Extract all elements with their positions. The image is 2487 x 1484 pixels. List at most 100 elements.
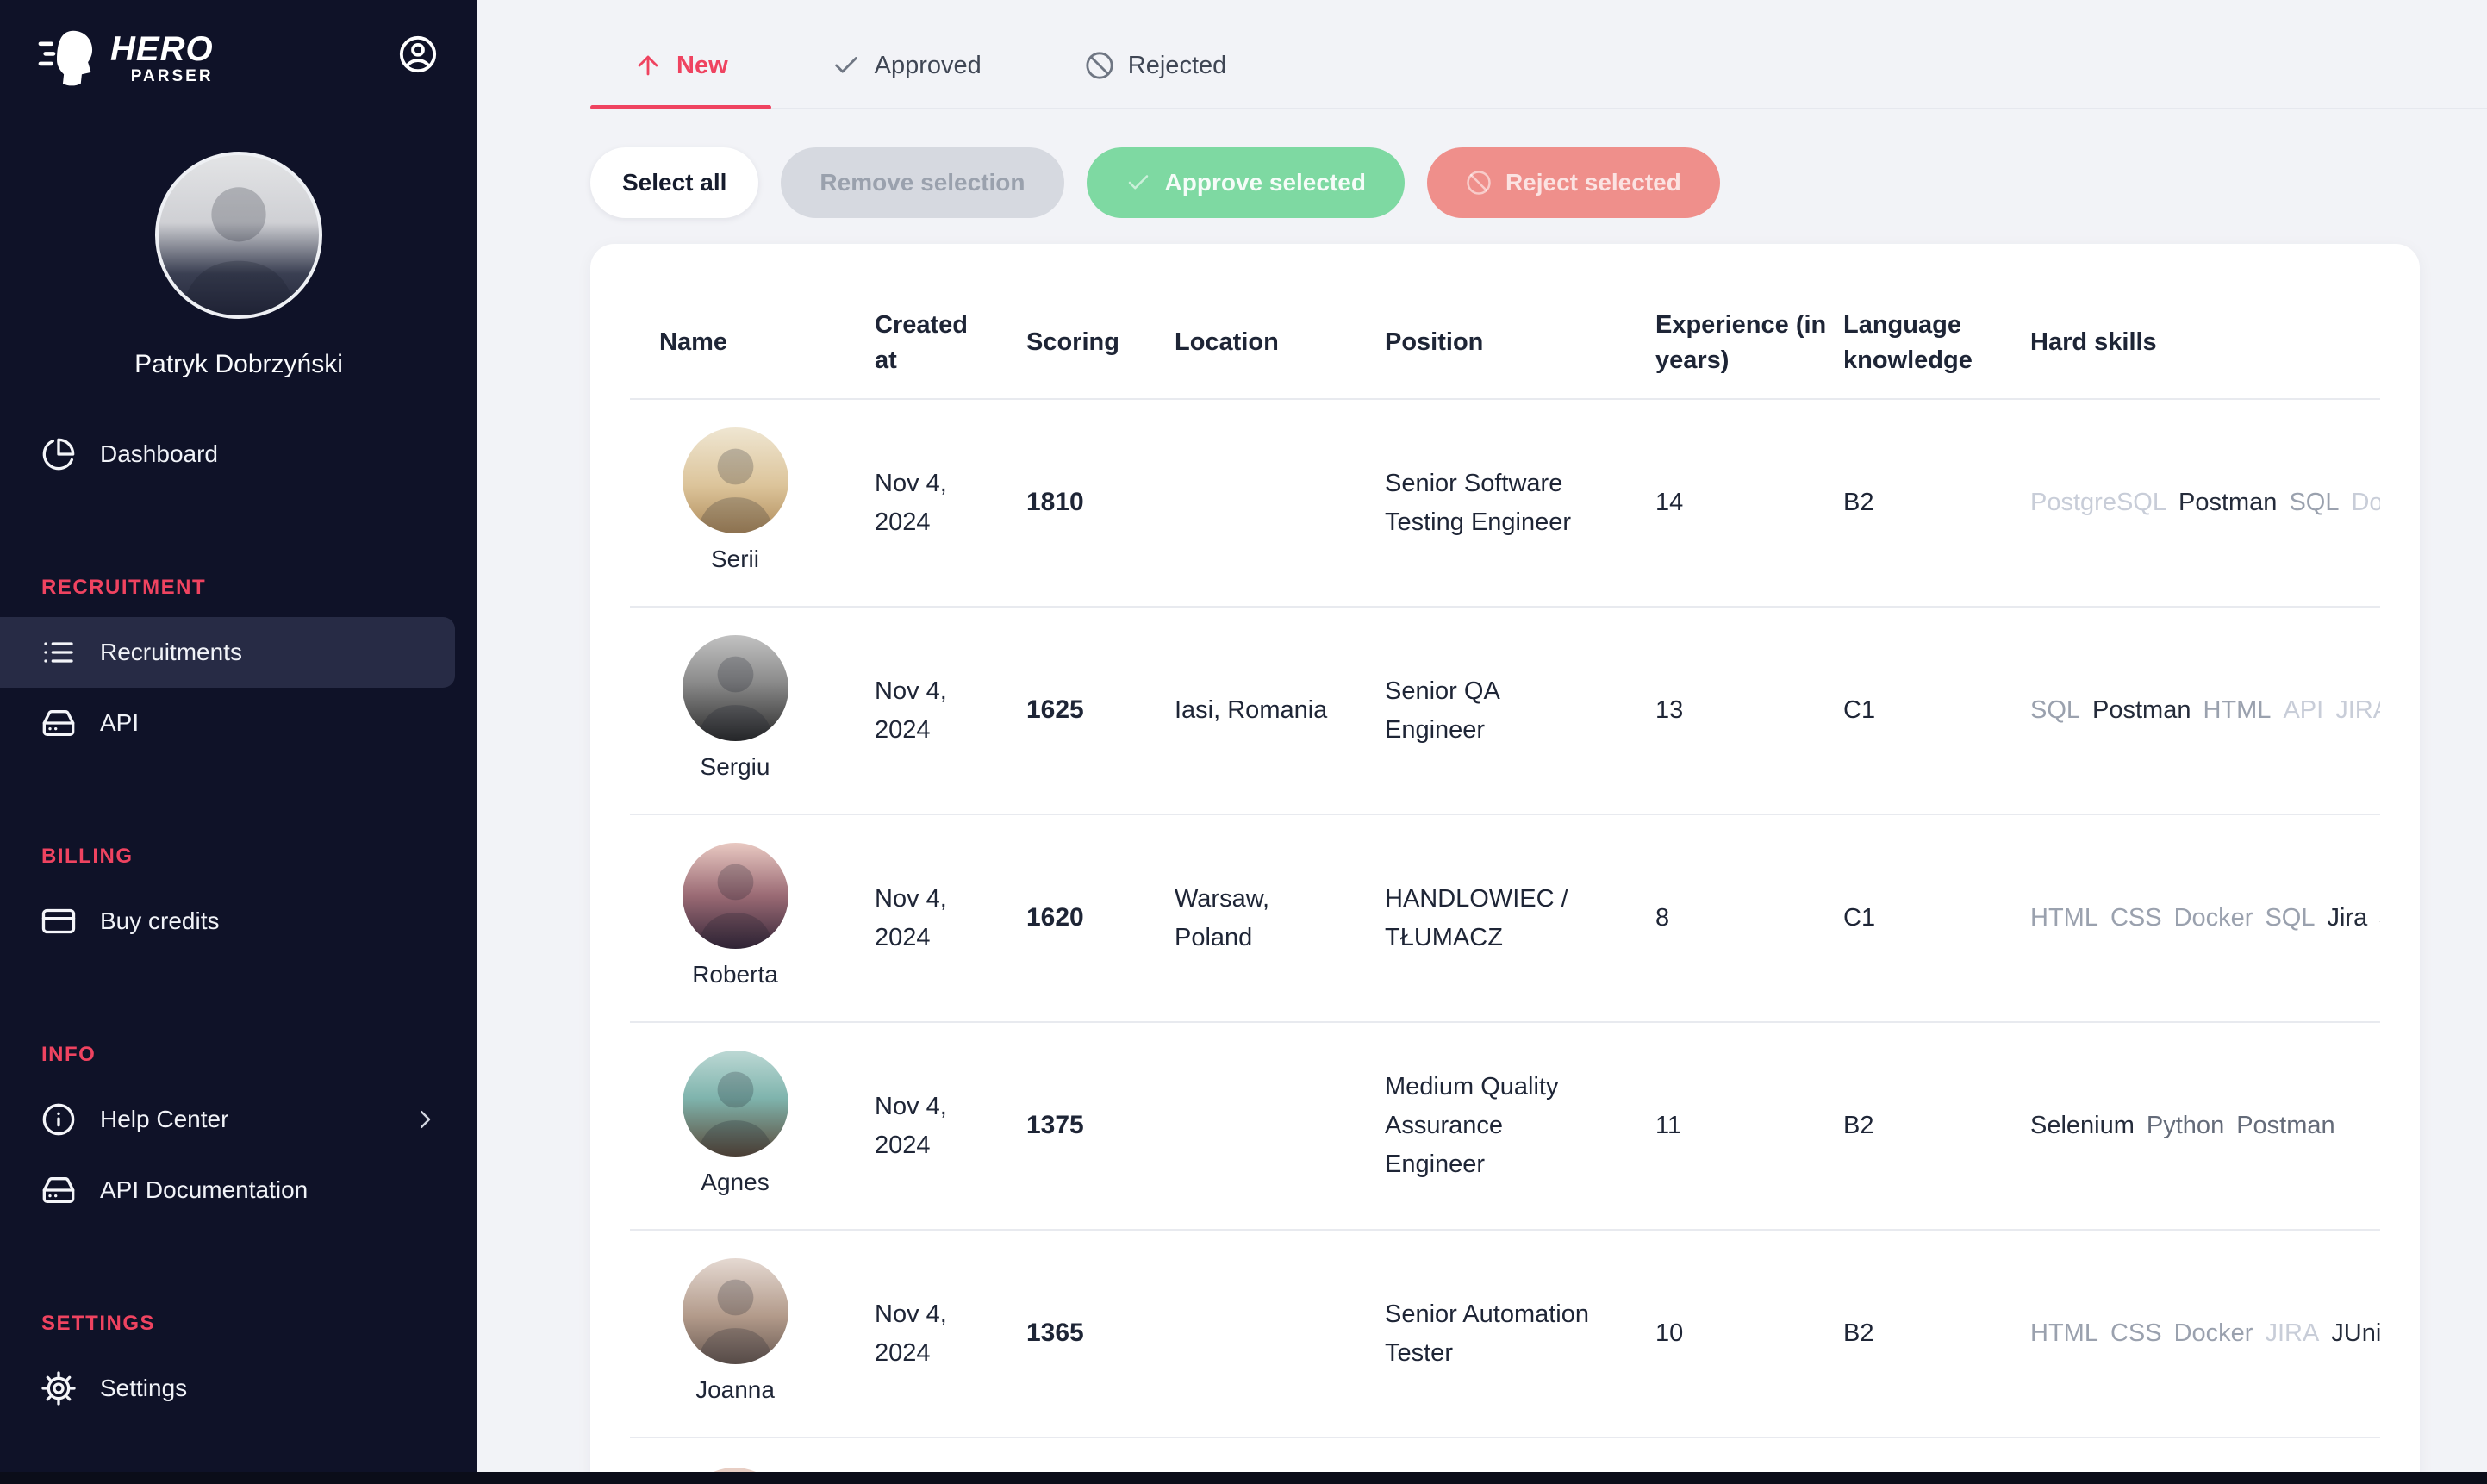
- reject-selected-button[interactable]: Reject selected: [1426, 147, 1720, 218]
- user-name: Patryk Dobrzyński: [134, 350, 343, 378]
- list-icon: [41, 635, 76, 670]
- created-at-cell: Nov 4, 2024: [875, 1092, 947, 1159]
- sidebar-item-label: Recruitments: [100, 639, 242, 665]
- column-header-created-at: Created at: [875, 310, 968, 374]
- hard-drive-icon: [41, 1173, 76, 1207]
- tabs-bar: New Approved Rejected: [590, 0, 2487, 109]
- blocked-icon: [1466, 170, 1492, 196]
- profile: Patryk Dobrzyński: [0, 152, 477, 379]
- table-row-joanna[interactable]: Joanna Nov 4, 2024 1365 Senior Automation T…: [630, 1231, 2380, 1438]
- column-header-language-knowledge: Language knowledge: [1843, 310, 1973, 374]
- sidebar-item-dashboard[interactable]: Dashboard: [0, 419, 477, 489]
- column-header-experience-in-years: Experience (in years): [1655, 310, 1827, 374]
- candidate-name: Agnes: [701, 1169, 770, 1196]
- select-all-button[interactable]: Select all: [590, 147, 759, 218]
- column-header-hard-skills: Hard skills: [2030, 328, 2157, 357]
- blocked-icon: [1085, 51, 1114, 80]
- sidebar-item-label: API Documentation: [100, 1176, 309, 1203]
- candidate-name: Sergiu: [700, 753, 770, 781]
- skill-tag: CSS: [2110, 1319, 2162, 1348]
- table-row-roberta[interactable]: Roberta Nov 4, 2024 1620 Warsaw, Poland HAND…: [630, 815, 2380, 1023]
- tab-label: Approved: [874, 51, 982, 79]
- sidebar-item-help-center[interactable]: Help Center: [0, 1084, 477, 1155]
- candidate-cell: Roberta: [659, 843, 875, 993]
- position-cell: Senior Software Testing Engineer: [1385, 469, 1572, 536]
- sidebar-section-billing: BILLING: [41, 845, 134, 868]
- experience-cell: 14: [1655, 489, 1684, 517]
- hard-drive-icon: [41, 706, 76, 740]
- candidate-cell: Serii: [659, 427, 875, 577]
- language-cell: C1: [1843, 904, 1876, 932]
- candidate-avatar: [682, 427, 788, 534]
- skill-tag: CSS: [2110, 904, 2162, 932]
- language-cell: B2: [1843, 1112, 1874, 1140]
- skill-tag: HTML: [2030, 904, 2098, 932]
- sidebar-section-recruitment: RECRUITMENT: [41, 576, 207, 599]
- sidebar-item-api[interactable]: API: [0, 688, 477, 758]
- logo-text: HERO PARSER: [110, 30, 214, 86]
- tab-rejected[interactable]: Rejected: [1042, 39, 1269, 108]
- skill-tag: HTML: [2203, 696, 2272, 725]
- scoring-cell: 1620: [1026, 903, 1084, 932]
- select-all-label: Select all: [622, 169, 727, 196]
- skill-tag: JM: [2379, 904, 2380, 932]
- remove-selection-button[interactable]: Remove selection: [781, 147, 1064, 218]
- hard-skills-cell: PostgreSQL Postman SQL Doc: [2030, 483, 2380, 522]
- candidate-avatar: [682, 1258, 788, 1365]
- candidate-avatar: [682, 635, 788, 742]
- skill-tag: HTML: [2030, 1319, 2098, 1348]
- position-cell: HANDLOWIEC / TŁUMACZ: [1385, 884, 1568, 951]
- candidate-avatar: [682, 843, 788, 950]
- chevron-right-icon: [412, 1107, 438, 1132]
- skill-tag: Docker: [2173, 1319, 2253, 1348]
- skill-tag: SQL: [2265, 904, 2316, 932]
- sidebar-item-buy-credits[interactable]: Buy credits: [0, 886, 477, 957]
- logo: HERO PARSER: [34, 26, 214, 90]
- table-row-agnes[interactable]: Agnes Nov 4, 2024 1375 Medium Quality Assur…: [630, 1023, 2380, 1231]
- table-body: Serii Nov 4, 2024 1810 Senior Software Test…: [590, 400, 2420, 1484]
- sidebar-header: HERO PARSER: [0, 0, 477, 90]
- language-cell: B2: [1843, 489, 1874, 517]
- tab-approved[interactable]: Approved: [788, 39, 1025, 108]
- sidebar-item-settings[interactable]: Settings: [0, 1353, 477, 1424]
- skill-tag: JIRA: [2265, 1319, 2320, 1348]
- hero-face-icon: [34, 26, 98, 90]
- scoring-cell: 1810: [1026, 488, 1084, 517]
- experience-cell: 11: [1655, 1112, 1682, 1140]
- reject-selected-label: Reject selected: [1505, 169, 1681, 196]
- sidebar-item-label: Dashboard: [100, 440, 218, 467]
- sidebar-item-recruitments[interactable]: Recruitments: [0, 617, 455, 688]
- position-cell: Senior Automation Tester: [1385, 1300, 1589, 1367]
- hard-skills-cell: HTML CSS Docker SQL Jira JM: [2030, 899, 2380, 938]
- toolbar: Select all Remove selection Approve sele…: [590, 147, 2487, 218]
- position-cell: Senior QA Engineer: [1385, 677, 1499, 744]
- candidate-name: Serii: [710, 546, 759, 573]
- skill-tag: Python: [2146, 1112, 2225, 1140]
- experience-cell: 8: [1655, 904, 1670, 932]
- tabs: New Approved Rejected: [590, 39, 2487, 109]
- location-cell: Iasi, Romania: [1175, 696, 1328, 725]
- sidebar-section-settings: SETTINGS: [41, 1312, 156, 1335]
- approve-selected-button[interactable]: Approve selected: [1086, 147, 1405, 218]
- avatar: [155, 152, 322, 319]
- tab-new[interactable]: New: [590, 39, 771, 109]
- column-header-location: Location: [1175, 328, 1279, 357]
- sidebar-item-label: Settings: [100, 1375, 188, 1401]
- sidebar-item-label: Help Center: [100, 1106, 229, 1132]
- logo-title: HERO: [110, 29, 214, 68]
- table-row-sergiu[interactable]: Sergiu Nov 4, 2024 1625 Iasi, Romania Senior…: [630, 608, 2380, 815]
- hard-skills-cell: SQLPostmanHTMLAPIJIRAC: [2030, 691, 2380, 730]
- position-cell: Medium Quality Assurance Engineer: [1385, 1073, 1559, 1178]
- skill-tag: Doc: [2351, 489, 2380, 517]
- candidate-avatar: [682, 1051, 788, 1157]
- skill-tag: Jira: [2327, 904, 2368, 932]
- created-at-cell: Nov 4, 2024: [875, 469, 947, 536]
- skill-tag: PostgreSQL: [2030, 489, 2166, 517]
- sidebar-item-api-documentation[interactable]: API Documentation: [0, 1155, 477, 1225]
- candidate-cell: Agnes: [659, 1051, 875, 1200]
- tab-label: Rejected: [1127, 51, 1227, 79]
- sidebar-item-label: API: [100, 709, 140, 736]
- scoring-cell: 1365: [1026, 1319, 1084, 1348]
- user-circle-icon[interactable]: [398, 34, 438, 74]
- table-row-serii[interactable]: Serii Nov 4, 2024 1810 Senior Software Test…: [630, 400, 2380, 608]
